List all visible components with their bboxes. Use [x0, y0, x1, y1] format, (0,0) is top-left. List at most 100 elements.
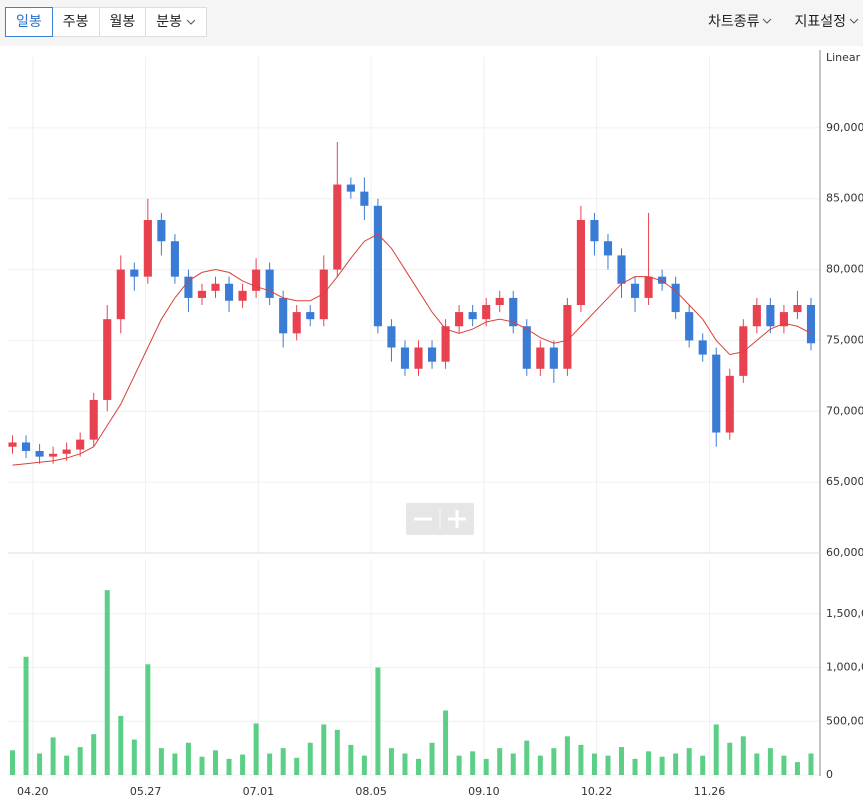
candle-body	[766, 305, 775, 327]
tab-minute[interactable]: 분봉	[146, 7, 208, 37]
volume-bar	[334, 729, 340, 775]
y-tick-label: 500,000	[826, 714, 863, 727]
volume-bar	[37, 753, 43, 775]
x-tick-label: 09.10	[468, 785, 500, 798]
plot: 60,000 65,000 70,000 75,000 80,000 85,000 90,0…	[8, 57, 863, 798]
candle-body	[522, 326, 531, 369]
tab-day[interactable]: 일봉	[5, 7, 53, 37]
candle-body	[62, 449, 71, 454]
volume-bar	[23, 656, 29, 775]
candle-body	[468, 312, 477, 320]
candle-body	[360, 191, 369, 206]
volume-bar	[131, 739, 137, 775]
volume-bar	[199, 756, 205, 775]
volume-bar	[700, 755, 706, 775]
volume-bar	[551, 748, 557, 775]
candle-body	[170, 241, 179, 277]
period-tabs: 일봉 주봉 월봉 분봉	[5, 7, 208, 37]
volume-bar	[524, 740, 530, 775]
volume-bar	[388, 748, 394, 775]
candle-body	[184, 276, 193, 298]
volume-bar	[375, 667, 381, 775]
candle-body	[21, 442, 31, 451]
volume-bar	[280, 748, 286, 775]
volume-bar	[253, 723, 259, 775]
candle-body	[482, 305, 491, 320]
candle-body	[238, 290, 247, 301]
tab-label: 주봉	[62, 14, 89, 30]
volume-bar	[213, 750, 219, 775]
scale-label: Linear	[826, 51, 861, 64]
zoom-control	[406, 503, 474, 535]
candle-body	[252, 269, 261, 291]
candle-body	[698, 340, 707, 355]
candle-body	[576, 219, 585, 305]
volume-bar	[646, 751, 652, 775]
volume-bar	[808, 753, 814, 775]
volume-bar	[402, 753, 408, 775]
volume-bar	[361, 755, 367, 775]
candle-body	[400, 347, 410, 369]
volume-bar	[781, 755, 787, 775]
volume-bar	[443, 710, 449, 775]
candle-body	[333, 184, 342, 270]
volume-bar	[591, 753, 597, 775]
candle-body	[752, 305, 761, 327]
candle-body	[671, 283, 680, 313]
candle-body	[725, 375, 734, 433]
volume-bar	[77, 747, 83, 775]
toolbar: 일봉 주봉 월봉 분봉 차트종류 지표설정	[0, 0, 863, 46]
candle-body	[495, 297, 504, 305]
volume-bar	[727, 742, 733, 775]
x-tick-label: 10.22	[581, 785, 613, 798]
candle-body	[793, 305, 802, 313]
y-tick-label: 90,000	[826, 121, 863, 134]
candle-body	[76, 439, 85, 450]
volume-bar	[118, 715, 124, 775]
chevron	[186, 19, 196, 25]
volume-bar	[185, 742, 191, 775]
volume-bar	[510, 753, 516, 775]
volume-bar	[673, 753, 679, 775]
y-tick-label: 80,000	[826, 263, 863, 276]
volume-bar	[321, 724, 327, 775]
candle-body	[685, 312, 694, 341]
candle-body	[89, 399, 98, 440]
candle-body	[130, 269, 139, 277]
volume-bar	[564, 736, 570, 775]
volume-bar	[456, 755, 462, 775]
volume-bar	[145, 664, 151, 775]
zoom-in[interactable]	[448, 510, 466, 528]
tab-label: 분봉	[156, 14, 183, 30]
volume-bar	[64, 755, 70, 775]
candle-body	[292, 312, 301, 334]
indicator-menu[interactable]: 지표설정	[794, 11, 859, 31]
y-tick-label: 70,000	[826, 404, 863, 417]
tab-month[interactable]: 월봉	[99, 7, 147, 37]
volume-bar	[267, 753, 273, 775]
chevron	[763, 18, 772, 24]
x-tick-label: 11.26	[694, 785, 726, 798]
tab-week[interactable]: 주봉	[52, 7, 100, 37]
candle-body	[563, 305, 572, 369]
candle-body	[157, 219, 166, 242]
candle-body	[455, 312, 464, 327]
volume-bar	[754, 753, 760, 775]
candle-body	[373, 205, 382, 327]
candle-body	[265, 269, 274, 298]
menus: 차트종류 지표설정	[708, 11, 859, 31]
y-tick-label: 65,000	[826, 475, 863, 488]
volume-bar	[632, 758, 638, 775]
candle-body	[35, 450, 44, 457]
volume-bar	[686, 748, 692, 775]
candle-body	[549, 347, 558, 369]
candle-body	[441, 326, 450, 362]
volume-bar	[416, 758, 422, 775]
candle-body	[8, 442, 17, 447]
x-tick-label: 07.01	[243, 785, 275, 798]
y-tick-label: 60,000	[826, 546, 863, 559]
chart-type-menu[interactable]: 차트종류	[708, 11, 773, 31]
volume-bar	[91, 734, 97, 775]
candle-body	[617, 255, 626, 284]
